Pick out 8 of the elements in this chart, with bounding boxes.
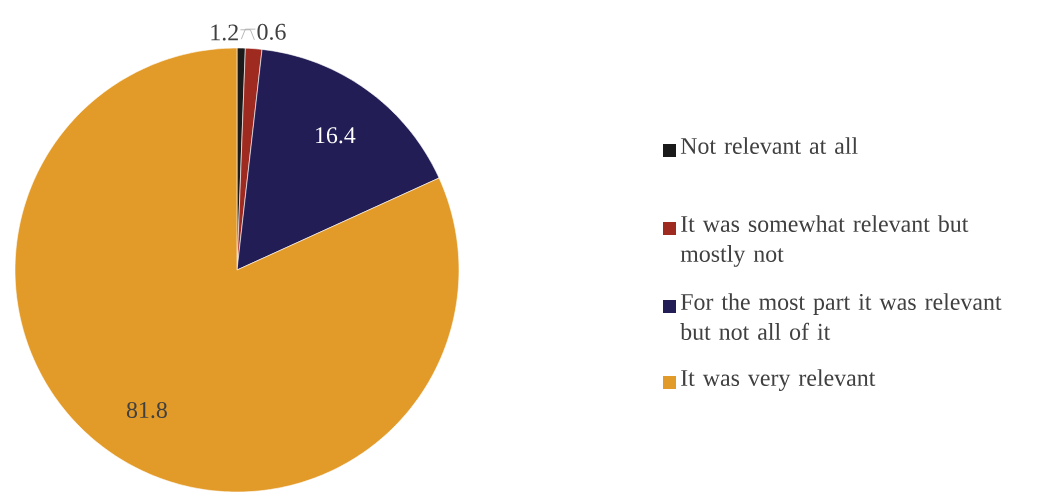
legend-label: It was very relevant [681, 369, 876, 391]
legend-label: It was somewhat relevant but mostly not [680, 215, 969, 267]
data-label: 0.6 [257, 23, 286, 40]
data-label: 16.4 [316, 127, 356, 144]
legend-label: Not relevant at all [680, 137, 858, 155]
data-label: 81.8 [126, 401, 167, 419]
legend-label: For the most part it was relevant but not all of it [680, 293, 1002, 340]
data-label: 1.2 [211, 24, 238, 41]
